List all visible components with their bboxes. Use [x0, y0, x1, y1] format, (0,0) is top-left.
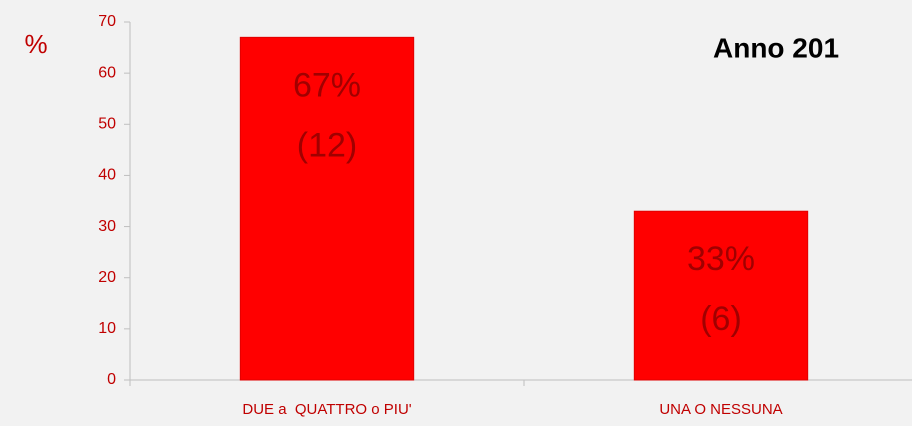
y-axis-label: % — [24, 29, 47, 59]
count-label: (6) — [700, 300, 742, 338]
bar — [633, 210, 809, 381]
y-tick-label: 60 — [98, 64, 116, 81]
y-tick-label: 50 — [98, 116, 116, 133]
y-tick-label: 20 — [98, 269, 116, 286]
bar — [239, 36, 415, 381]
value-label: 67% — [293, 66, 361, 104]
y-tick-label: 40 — [98, 167, 116, 184]
chart-title: Anno 201 — [713, 32, 839, 63]
value-label: 33% — [687, 240, 755, 278]
count-label: (12) — [297, 126, 357, 164]
y-tick-label: 0 — [107, 371, 116, 388]
x-tick-label: UNA O NESSUNA — [659, 401, 782, 418]
y-tick-label: 30 — [98, 218, 116, 235]
y-tick-label: 70 — [98, 13, 116, 30]
x-tick-label: DUE a QUATTRO o PIU' — [242, 401, 411, 418]
y-tick-label: 10 — [98, 320, 116, 337]
